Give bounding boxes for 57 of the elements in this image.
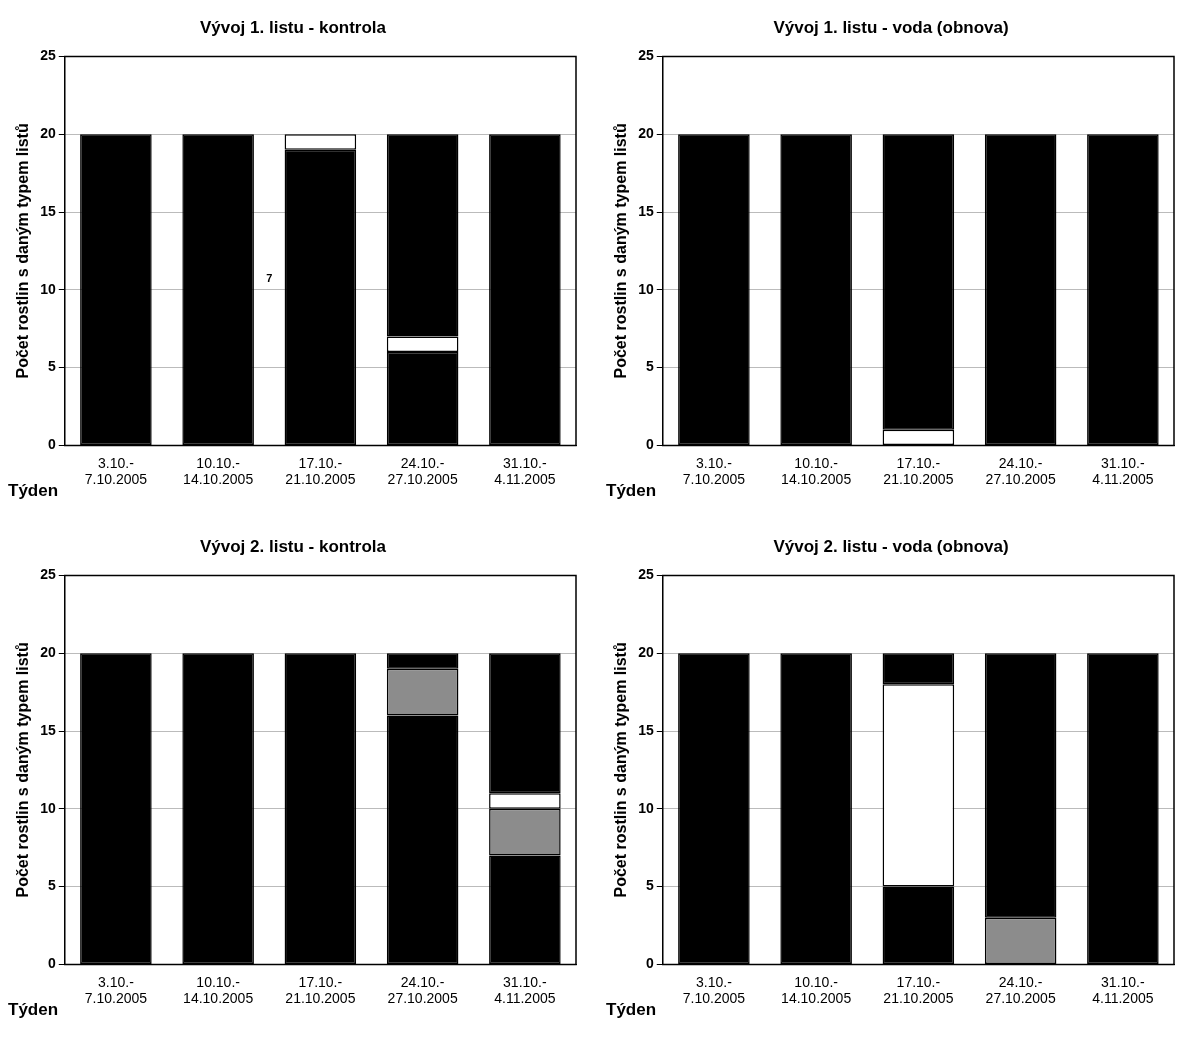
x-tick-label: 17.10.- 21.10.2005 (285, 973, 356, 1007)
y-tick-label: 0 (645, 955, 654, 972)
x-tick-label: 17.10.- 21.10.2005 (883, 454, 954, 488)
y-tick-label: 15 (638, 202, 654, 219)
y-tick-label: 15 (638, 721, 654, 738)
x-tick-label: 24.10.- 27.10.2005 (387, 454, 458, 488)
x-tick-label: 3.10.- 7.10.2005 (682, 973, 746, 1007)
y-tick-label: 0 (47, 955, 56, 972)
y-tick-label: 25 (40, 566, 56, 583)
y-tick-label: 0 (645, 436, 654, 453)
y-tick-label: 0 (47, 436, 56, 453)
y-axis-title: Počet rostlin s daným typem listů (612, 642, 630, 898)
y-tick-label: 5 (47, 877, 56, 894)
y-tick-label: 20 (638, 644, 654, 661)
y-axis-title: Počet rostlin s daným typem listů (14, 123, 32, 379)
x-tick-label: 24.10.- 27.10.2005 (387, 973, 458, 1007)
y-tick-label: 20 (638, 125, 654, 142)
y-tick-label: 10 (638, 280, 654, 297)
x-tick-label: 10.10.- 14.10.2005 (781, 454, 852, 488)
x-tick-label: 31.10.- 4.11.2005 (1092, 454, 1154, 488)
y-tick-label: 10 (40, 799, 56, 816)
x-axis-title: Týden (8, 1000, 59, 1020)
x-tick-label: 10.10.- 14.10.2005 (183, 454, 254, 488)
chart-title: Vývoj 2. listu - voda (obnova) (773, 536, 1009, 556)
x-tick-label: 24.10.- 27.10.2005 (985, 454, 1056, 488)
chart-title: Vývoj 1. listu - kontrola (199, 17, 387, 37)
x-tick-label: 10.10.- 14.10.2005 (781, 973, 852, 1007)
annotation: 7 (266, 272, 273, 285)
x-tick-label: 31.10.- 4.11.2005 (1092, 973, 1154, 1007)
y-tick-label: 15 (40, 721, 56, 738)
y-tick-label: 5 (645, 358, 654, 375)
chart-title: Vývoj 2. listu - kontrola (199, 536, 387, 556)
y-tick-label: 10 (638, 799, 654, 816)
y-tick-label: 10 (40, 280, 56, 297)
x-axis-title: Týden (8, 481, 59, 501)
y-axis-title: Počet rostlin s daným typem listů (14, 642, 32, 898)
x-tick-label: 3.10.- 7.10.2005 (682, 454, 746, 488)
y-tick-label: 25 (638, 566, 654, 583)
chart-title: Vývoj 1. listu - voda (obnova) (773, 17, 1009, 37)
x-tick-label: 31.10.- 4.11.2005 (494, 973, 556, 1007)
y-tick-label: 25 (638, 47, 654, 64)
y-tick-label: 15 (40, 202, 56, 219)
x-tick-label: 17.10.- 21.10.2005 (883, 973, 954, 1007)
x-tick-label: 3.10.- 7.10.2005 (84, 454, 148, 488)
y-tick-label: 25 (40, 47, 56, 64)
x-tick-label: 10.10.- 14.10.2005 (183, 973, 254, 1007)
x-tick-label: 31.10.- 4.11.2005 (494, 454, 556, 488)
y-tick-label: 5 (47, 358, 56, 375)
x-tick-label: 24.10.- 27.10.2005 (985, 973, 1056, 1007)
y-tick-label: 20 (40, 125, 56, 142)
x-tick-label: 17.10.- 21.10.2005 (285, 454, 356, 488)
x-axis-title: Týden (606, 481, 657, 501)
y-axis-title: Počet rostlin s daným typem listů (612, 123, 630, 379)
y-tick-label: 20 (40, 644, 56, 661)
x-axis-title: Týden (606, 1000, 657, 1020)
y-tick-label: 5 (645, 877, 654, 894)
x-tick-label: 3.10.- 7.10.2005 (84, 973, 148, 1007)
